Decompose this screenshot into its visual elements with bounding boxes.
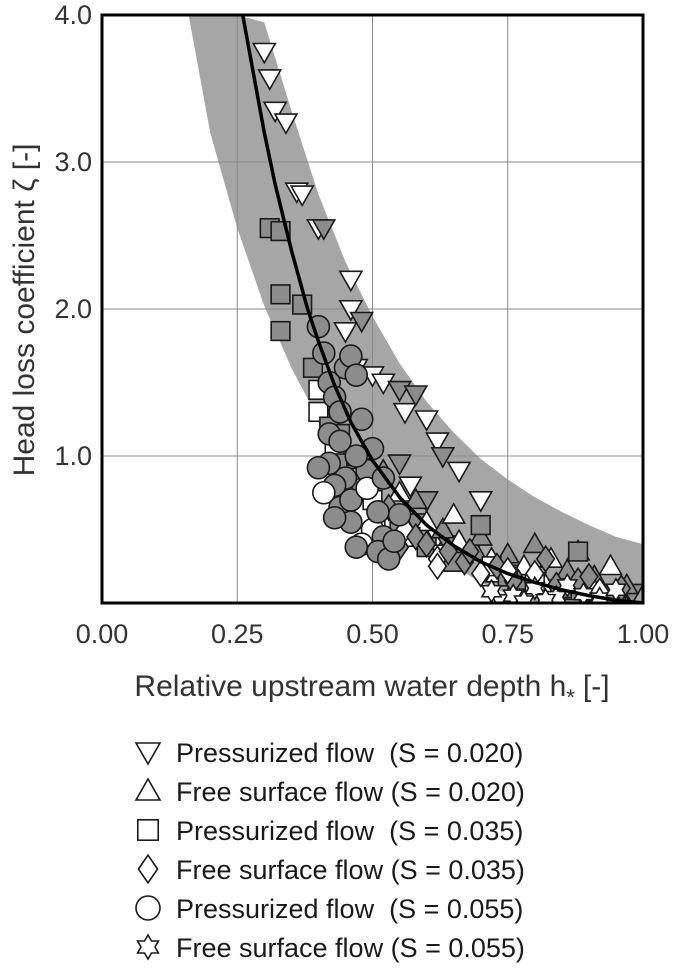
x-tick-label: 1.00	[617, 619, 670, 649]
data-point	[403, 487, 429, 510]
legend-item: Pressurized flow (S = 0.035)	[137, 816, 523, 846]
data-point	[349, 311, 375, 334]
x-axis-title: Relative upstream water depth h* [-]	[134, 670, 609, 710]
legend-item: Free surface flow (S = 0.035)	[137, 853, 525, 885]
data-point	[468, 491, 494, 513]
y-tick-label: 2.0	[54, 294, 92, 324]
data-point	[262, 101, 288, 124]
legend-marker-circle	[135, 895, 161, 921]
data-point	[470, 514, 491, 536]
data-point	[312, 480, 336, 505]
legend-label: Free surface flow (S = 0.055)	[176, 933, 525, 963]
data-point	[257, 69, 283, 91]
legend-item: Pressurized flow (S = 0.020)	[134, 738, 523, 768]
data-point	[567, 541, 589, 562]
data-point	[333, 321, 358, 344]
x-tick-label: 0.75	[481, 619, 534, 649]
legend-label: Pressurized flow (S = 0.055)	[176, 894, 523, 924]
data-point	[522, 531, 548, 554]
data-point	[535, 544, 556, 573]
x-axis-title-main: Relative upstream water depth h	[134, 670, 566, 703]
data-point	[338, 299, 364, 322]
legend-marker-triangle-up	[134, 777, 162, 801]
data-point	[430, 446, 456, 469]
y-tick-label: 1.0	[54, 441, 92, 471]
data-point	[344, 444, 369, 468]
data-point	[306, 455, 331, 480]
data-point	[470, 559, 491, 588]
legend-marker-triangle-down	[134, 742, 162, 766]
data-point	[387, 454, 412, 476]
data-point	[328, 429, 352, 454]
data-point	[468, 524, 494, 546]
data-point	[513, 588, 535, 603]
y-tick-label: 3.0	[54, 147, 92, 177]
x-axis-title-subscript: *	[566, 685, 575, 710]
x-tick-label: 0.25	[211, 619, 264, 649]
data-point	[497, 556, 518, 585]
legend-label: Pressurized flow (S = 0.020)	[176, 738, 523, 768]
fit-curve	[240, 15, 643, 603]
y-axis-title: Head loss coefficient ζ [-]	[8, 144, 41, 477]
data-point	[598, 553, 623, 576]
data-point	[270, 284, 291, 305]
x-tick-label: 0.00	[76, 619, 129, 649]
data-point	[427, 552, 448, 581]
data-point	[382, 529, 406, 554]
legend-label: Pressurized flow (S = 0.035)	[176, 816, 523, 846]
data-point	[534, 587, 557, 603]
data-point	[397, 476, 423, 499]
data-point	[270, 320, 291, 342]
data-point	[414, 410, 439, 432]
data-point	[370, 373, 396, 396]
fit-line	[240, 15, 643, 603]
data-point	[487, 552, 507, 581]
legend-item: Free surface flow (S = 0.055)	[136, 933, 525, 963]
legend-label: Free surface flow (S = 0.020)	[176, 777, 525, 807]
data-point	[425, 432, 450, 454]
legend-item: Pressurized flow (S = 0.055)	[135, 894, 523, 924]
legend: Pressurized flow (S = 0.020) Free surface…	[134, 738, 525, 963]
data-point	[338, 270, 364, 293]
y-tick-labels: 1.0 2.0 3.0 4.0	[54, 0, 92, 471]
y-tick-label: 4.0	[54, 0, 92, 30]
x-axis-title-unit: [-]	[583, 670, 610, 703]
plot-frame	[100, 13, 645, 605]
data-point	[403, 385, 429, 407]
data-point	[322, 505, 347, 530]
data-point	[392, 402, 418, 425]
data-point	[289, 185, 315, 207]
data-point	[416, 530, 437, 559]
legend-marker-square	[137, 818, 160, 841]
data-point	[311, 219, 337, 241]
legend-marker-diamond	[137, 853, 159, 885]
data-point	[344, 535, 369, 559]
legend-label: Free surface flow (S = 0.035)	[176, 855, 525, 885]
data-point	[251, 42, 277, 65]
legend-item: Free surface flow (S = 0.020)	[134, 777, 525, 807]
data-point	[344, 363, 369, 387]
data-point	[273, 113, 299, 135]
legend-marker-star	[136, 933, 160, 961]
data-points	[251, 42, 643, 603]
data-point	[339, 488, 363, 512]
data-point	[446, 461, 472, 484]
data-point	[441, 502, 467, 524]
x-tick-labels: 0.00 0.25 0.50 0.75 1.00	[76, 619, 670, 649]
series-circle	[306, 314, 412, 571]
data-point	[366, 500, 390, 524]
x-tick-label: 0.50	[346, 619, 399, 649]
